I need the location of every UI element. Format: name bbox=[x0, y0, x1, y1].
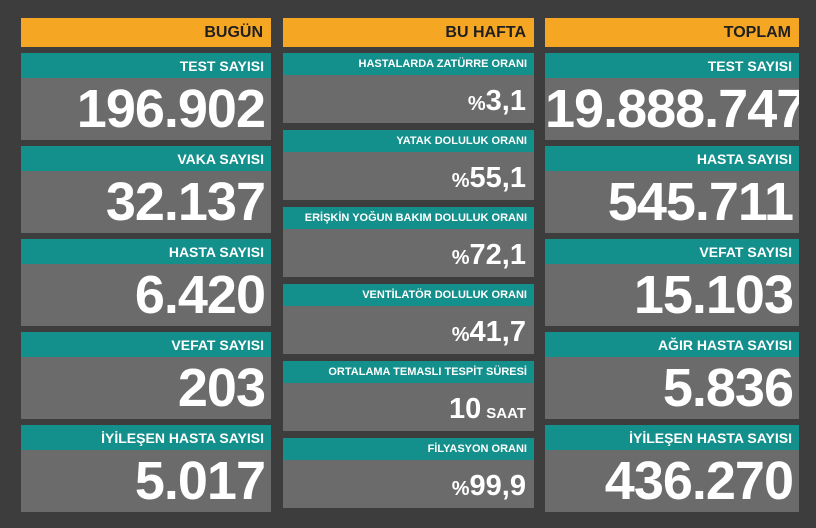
week-ventilator-card: VENTİLATÖR DOLULUK ORANI %41,7 bbox=[283, 284, 534, 354]
total-recovered-label: İYİLEŞEN HASTA SAYISI bbox=[545, 425, 799, 450]
total-column: TOPLAM TEST SAYISI 19.888.747 HASTA SAYI… bbox=[545, 18, 799, 518]
week-header: BU HAFTA bbox=[283, 18, 534, 47]
today-case-card: VAKA SAYISI 32.137 bbox=[21, 146, 271, 233]
week-pneumonia-label: HASTALARDA ZATÜRRE ORANI bbox=[283, 53, 534, 75]
week-filiation-value: %99,9 bbox=[283, 460, 534, 508]
week-filiation-label: FİLYASYON ORANI bbox=[283, 438, 534, 460]
today-test-card: TEST SAYISI 196.902 bbox=[21, 53, 271, 140]
total-death-card: VEFAT SAYISI 15.103 bbox=[545, 239, 799, 326]
today-patient-card: HASTA SAYISI 6.420 bbox=[21, 239, 271, 326]
week-bed-value: %55,1 bbox=[283, 152, 534, 200]
today-recovered-card: İYİLEŞEN HASTA SAYISI 5.017 bbox=[21, 425, 271, 512]
total-death-value: 15.103 bbox=[545, 264, 799, 326]
week-contact-time-label: ORTALAMA TEMASLI TESPİT SÜRESİ bbox=[283, 361, 534, 383]
total-severe-label: AĞIR HASTA SAYISI bbox=[545, 332, 799, 357]
week-ventilator-value: %41,7 bbox=[283, 306, 534, 354]
total-severe-card: AĞIR HASTA SAYISI 5.836 bbox=[545, 332, 799, 419]
week-contact-time-value: 10 SAAT bbox=[283, 383, 534, 431]
today-recovered-value: 5.017 bbox=[21, 450, 271, 512]
total-patient-value: 545.711 bbox=[545, 171, 799, 233]
today-test-value: 196.902 bbox=[21, 78, 271, 140]
today-death-label: VEFAT SAYISI bbox=[21, 332, 271, 357]
week-icu-value: %72,1 bbox=[283, 229, 534, 277]
week-icu-label: ERİŞKİN YOĞUN BAKIM DOLULUK ORANI bbox=[283, 207, 534, 229]
total-patient-card: HASTA SAYISI 545.711 bbox=[545, 146, 799, 233]
today-patient-value: 6.420 bbox=[21, 264, 271, 326]
today-column: BUGÜN TEST SAYISI 196.902 VAKA SAYISI 32… bbox=[21, 18, 271, 518]
week-pneumonia-value: %3,1 bbox=[283, 75, 534, 123]
week-bed-label: YATAK DOLULUK ORANI bbox=[283, 130, 534, 152]
total-test-label: TEST SAYISI bbox=[545, 53, 799, 78]
total-test-value: 19.888.747 bbox=[545, 78, 799, 140]
today-test-label: TEST SAYISI bbox=[21, 53, 271, 78]
today-patient-label: HASTA SAYISI bbox=[21, 239, 271, 264]
total-patient-label: HASTA SAYISI bbox=[545, 146, 799, 171]
week-bed-card: YATAK DOLULUK ORANI %55,1 bbox=[283, 130, 534, 200]
total-test-card: TEST SAYISI 19.888.747 bbox=[545, 53, 799, 140]
week-column: BU HAFTA HASTALARDA ZATÜRRE ORANI %3,1 Y… bbox=[283, 18, 534, 515]
total-recovered-card: İYİLEŞEN HASTA SAYISI 436.270 bbox=[545, 425, 799, 512]
today-case-value: 32.137 bbox=[21, 171, 271, 233]
total-header: TOPLAM bbox=[545, 18, 799, 47]
today-death-value: 203 bbox=[21, 357, 271, 419]
today-case-label: VAKA SAYISI bbox=[21, 146, 271, 171]
total-severe-value: 5.836 bbox=[545, 357, 799, 419]
week-icu-card: ERİŞKİN YOĞUN BAKIM DOLULUK ORANI %72,1 bbox=[283, 207, 534, 277]
today-header: BUGÜN bbox=[21, 18, 271, 47]
total-recovered-value: 436.270 bbox=[545, 450, 799, 512]
week-pneumonia-card: HASTALARDA ZATÜRRE ORANI %3,1 bbox=[283, 53, 534, 123]
today-recovered-label: İYİLEŞEN HASTA SAYISI bbox=[21, 425, 271, 450]
week-filiation-card: FİLYASYON ORANI %99,9 bbox=[283, 438, 534, 508]
week-ventilator-label: VENTİLATÖR DOLULUK ORANI bbox=[283, 284, 534, 306]
total-death-label: VEFAT SAYISI bbox=[545, 239, 799, 264]
today-death-card: VEFAT SAYISI 203 bbox=[21, 332, 271, 419]
week-contact-time-card: ORTALAMA TEMASLI TESPİT SÜRESİ 10 SAAT bbox=[283, 361, 534, 431]
